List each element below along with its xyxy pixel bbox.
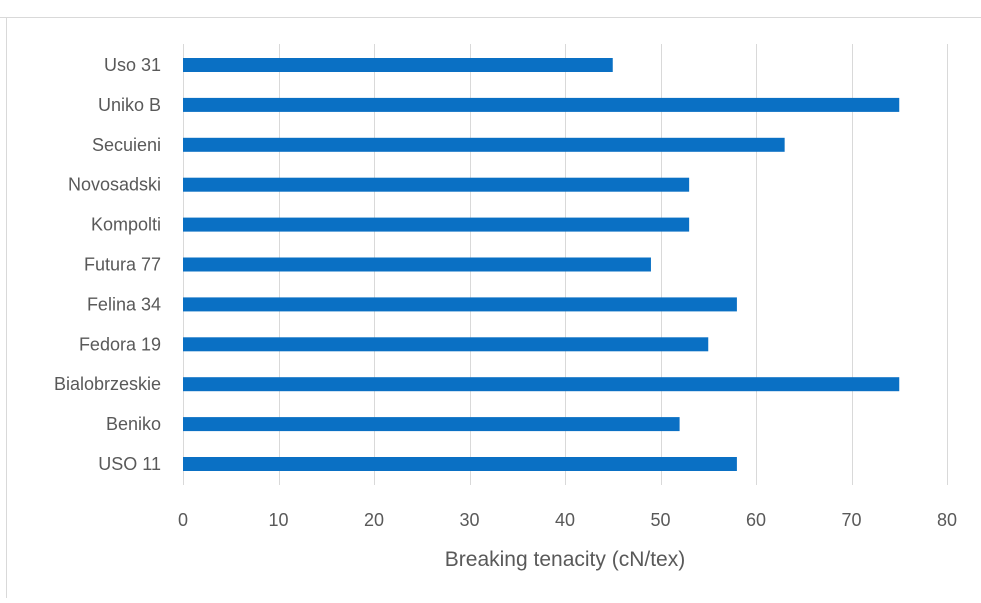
category-label: USO 11: [98, 454, 161, 474]
x-tick-label: 40: [555, 510, 575, 530]
category-labels: Uso 31 Uniko B Secuieni Novosadski Kompolti F…: [54, 55, 161, 474]
bar: [183, 457, 737, 471]
bar: [183, 377, 900, 392]
x-tick-label: 10: [268, 510, 288, 530]
bar: [183, 97, 900, 112]
chart-border-top: [0, 17, 981, 18]
bar: [183, 257, 651, 272]
x-tick-label: 70: [841, 510, 861, 530]
bar: [183, 337, 709, 352]
bar: [183, 297, 737, 312]
category-label: Fedora 19: [79, 334, 161, 354]
chart-border-left: [6, 17, 7, 598]
category-label: Kompolti: [91, 215, 161, 235]
category-label: Bialobrzeskie: [54, 374, 161, 394]
category-label: Futura 77: [84, 255, 161, 275]
bars: [183, 58, 900, 471]
bar: [183, 58, 613, 72]
x-tick-label: 20: [364, 510, 384, 530]
bar: [183, 217, 690, 232]
x-tick-label: 60: [746, 510, 766, 530]
bar: [183, 177, 690, 192]
x-axis-label: Breaking tenacity (cN/tex): [445, 548, 685, 571]
category-label: Felina 34: [87, 294, 161, 314]
x-tick-labels: 0 10 20 30 40 50 60 70 80: [178, 510, 957, 530]
bar: [183, 417, 680, 432]
x-tick-label: 50: [650, 510, 670, 530]
bar: [183, 137, 785, 152]
category-label: Uniko B: [98, 95, 161, 115]
category-label: Novosadski: [68, 175, 161, 195]
x-tick-label: 80: [937, 510, 957, 530]
category-label: Secuieni: [92, 135, 161, 155]
x-tick-label: 0: [178, 510, 188, 530]
category-label: Beniko: [106, 414, 161, 434]
x-tick-label: 30: [459, 510, 479, 530]
category-label: Uso 31: [104, 55, 161, 75]
